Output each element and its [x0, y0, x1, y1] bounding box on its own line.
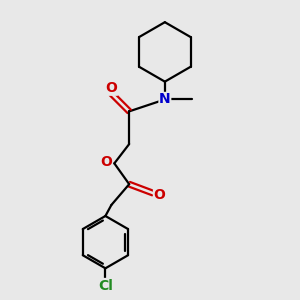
Text: N: N [159, 92, 171, 106]
Text: Cl: Cl [98, 278, 113, 292]
Text: O: O [105, 81, 117, 95]
Text: O: O [154, 188, 165, 202]
Text: O: O [100, 155, 112, 169]
